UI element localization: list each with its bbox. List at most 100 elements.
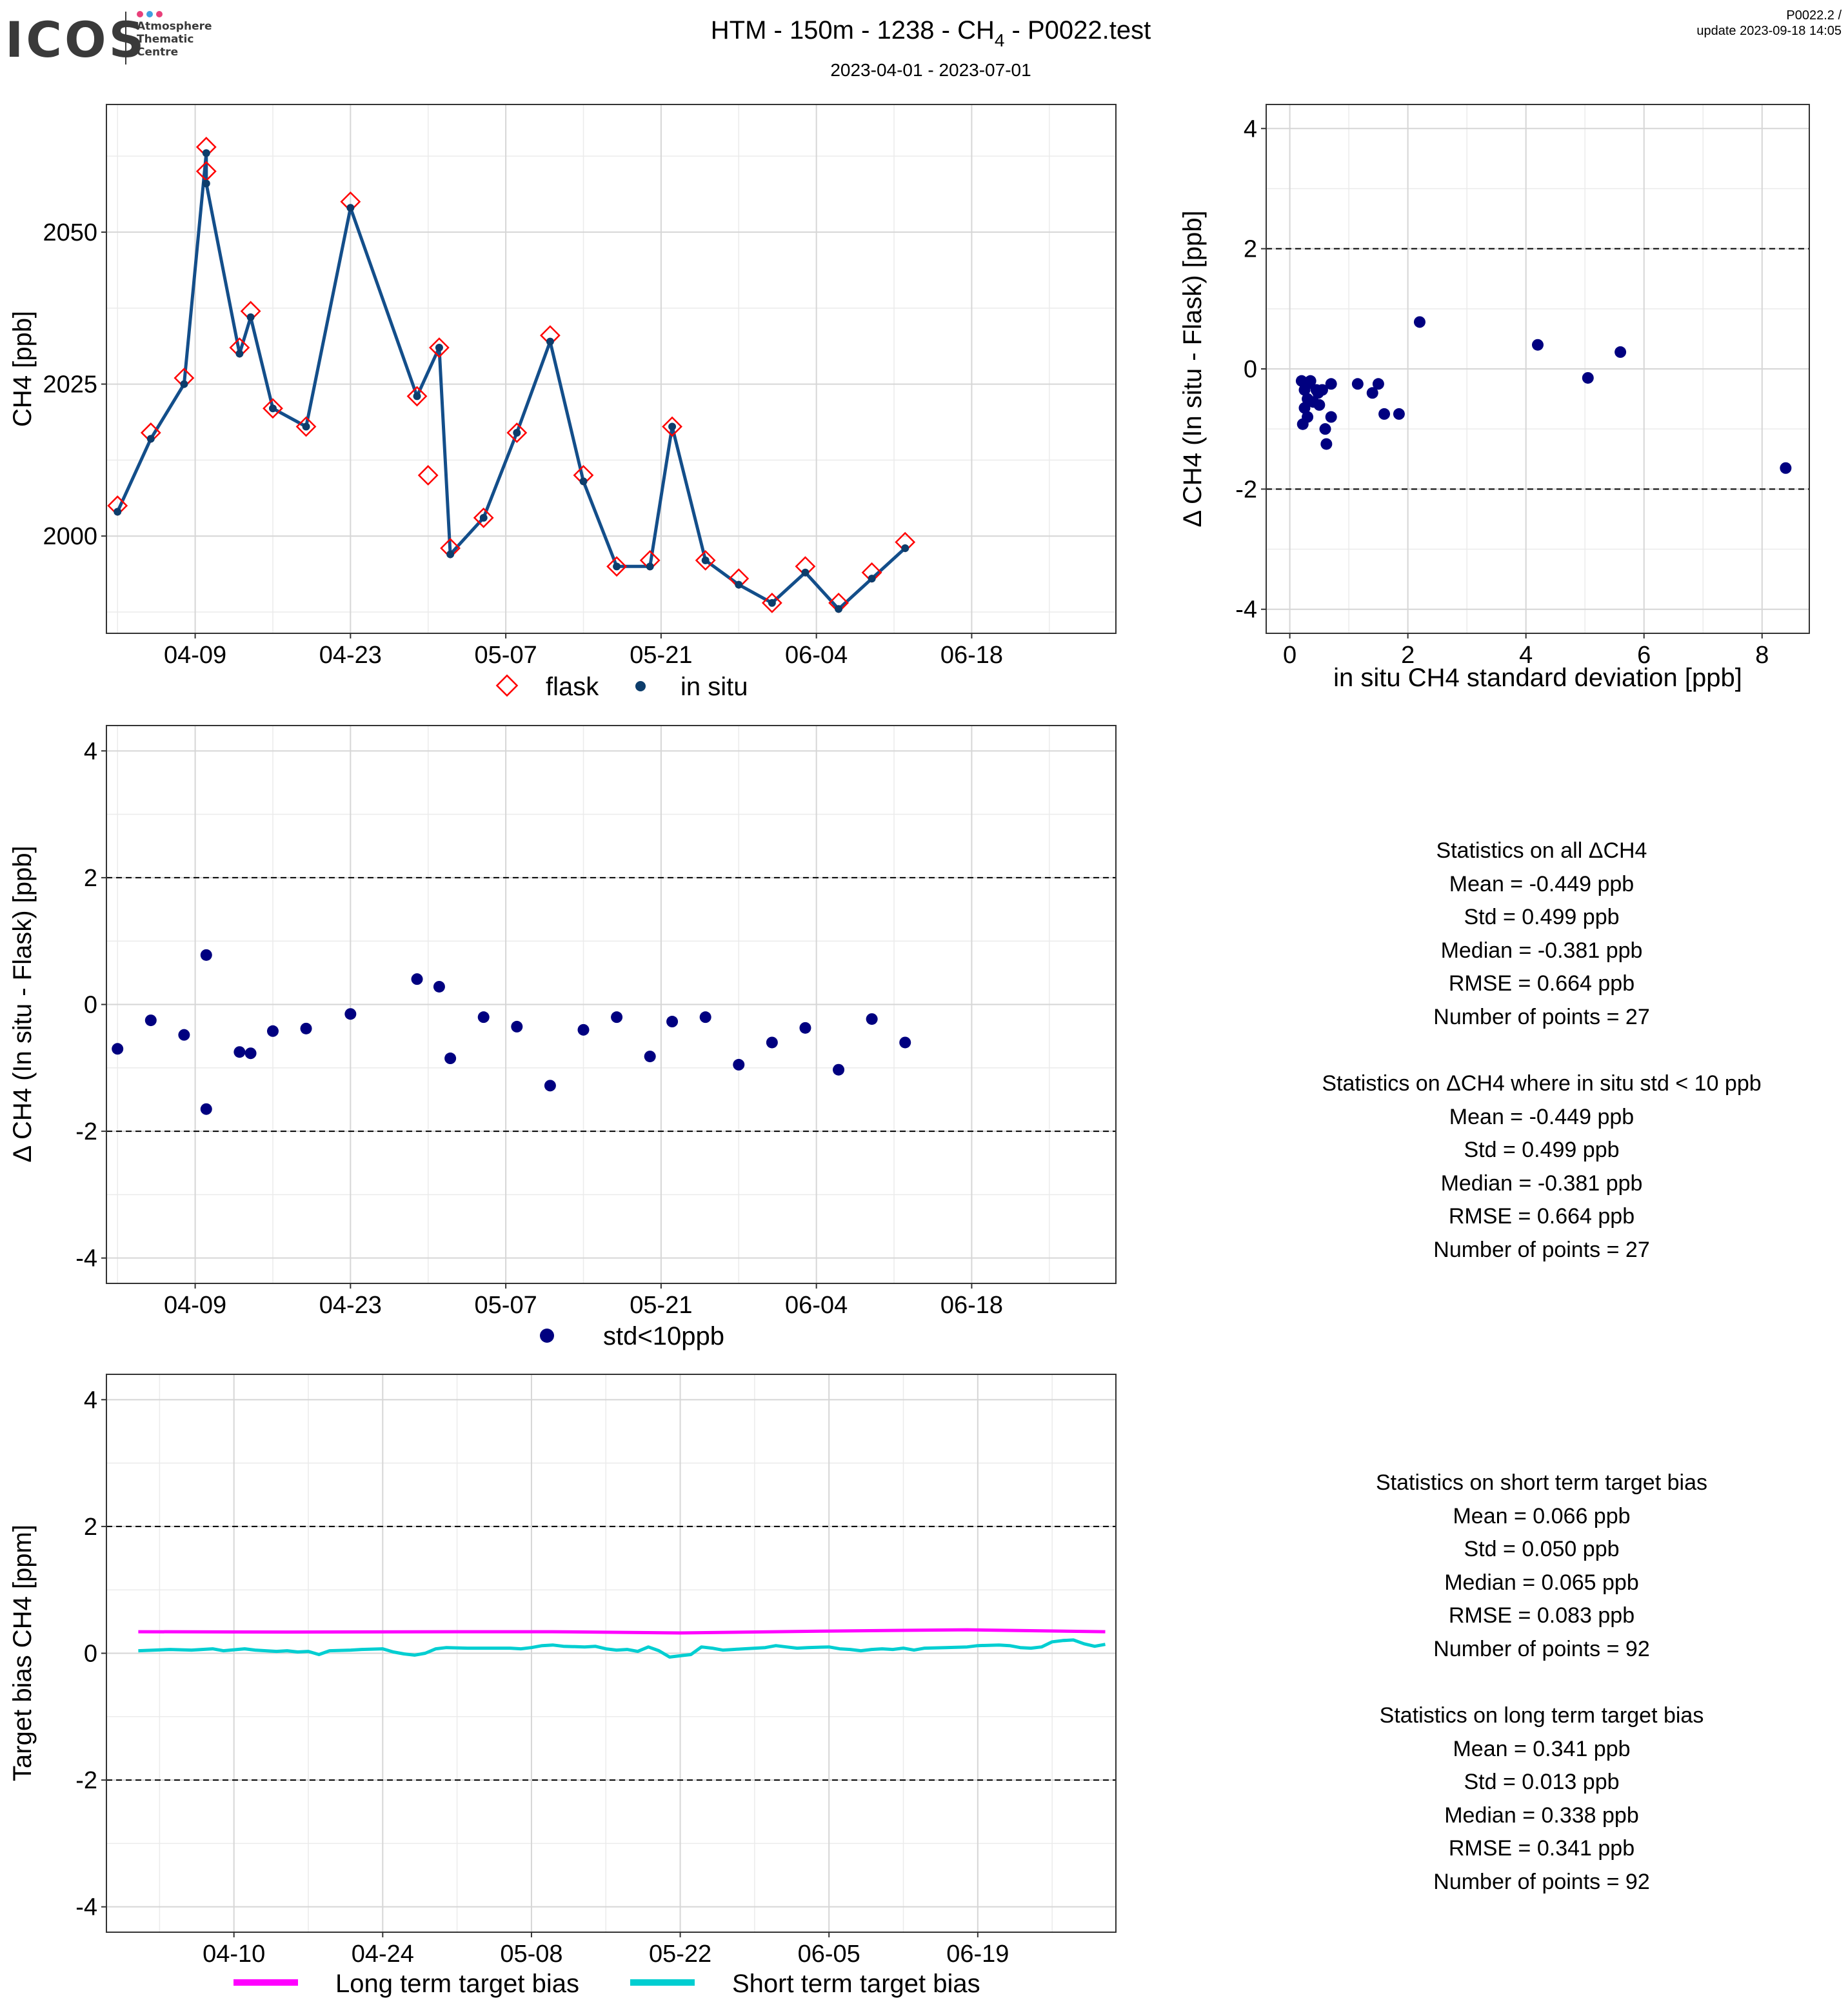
x-tick-label: 06-05 <box>798 1941 860 1968</box>
delta-point <box>200 1103 212 1115</box>
stats-median: Median = 0.338 ppb <box>1444 1803 1639 1828</box>
delta-point <box>144 1014 157 1027</box>
x-ticks: 04-09 04-23 05-07 05-21 06-04 06-18 <box>164 1283 1003 1319</box>
x-tick-label: 04-09 <box>164 642 226 669</box>
delta-point <box>544 1080 556 1092</box>
x-tick-label: 04-23 <box>319 642 382 669</box>
delta-point <box>666 1016 679 1028</box>
flask-point <box>695 549 716 571</box>
stats-std: Std = 0.499 ppb <box>1464 1138 1619 1162</box>
y-tick-label: -4 <box>75 1894 97 1921</box>
version-label: P0022.2 / <box>1786 8 1842 23</box>
delta-point <box>1313 399 1326 411</box>
delta-point <box>411 973 423 985</box>
stats-all: Statistics on all ΔCH4 Mean = -0.449 ppb… <box>1433 838 1649 1029</box>
y-tick-label: 4 <box>84 738 97 765</box>
stats-rmse: RMSE = 0.341 ppb <box>1449 1836 1634 1861</box>
x-tick-label: 05-08 <box>500 1941 562 1968</box>
insitu-point <box>235 350 244 358</box>
legend-flask-label: flask <box>546 673 599 701</box>
x-tick-label: 06-18 <box>940 642 1003 669</box>
stats-count: Number of points = 27 <box>1433 1005 1649 1029</box>
x-tick-label: 05-22 <box>649 1941 711 1968</box>
x-tick-label: 04-23 <box>319 1292 382 1319</box>
flask-point <box>606 556 627 577</box>
y-tick-label: 0 <box>84 1641 97 1668</box>
stats-rmse: RMSE = 0.664 ppb <box>1449 971 1634 996</box>
stats-heading: Statistics on short term target bias <box>1376 1470 1707 1495</box>
x-ticks: 04-10 04-24 05-08 05-22 06-05 06-19 <box>203 1932 1009 1968</box>
plot-border <box>106 104 1117 634</box>
delta-point <box>1372 378 1384 390</box>
y-tick-label: 2 <box>84 865 97 892</box>
y-axis-title: Target bias CH4 [ppm] <box>8 1525 37 1781</box>
insitu-point <box>646 562 654 571</box>
insitu-point <box>246 313 255 321</box>
delta-point <box>244 1047 257 1060</box>
delta-point <box>1312 387 1324 399</box>
delta-point <box>1351 378 1364 390</box>
stats-heading: Statistics on long term target bias <box>1380 1703 1704 1728</box>
legend-short-term-label: Short term target bias <box>732 1970 980 1998</box>
grid <box>106 726 1116 1283</box>
stats-heading: Statistics on all ΔCH4 <box>1436 838 1647 863</box>
flask-point <box>639 549 661 571</box>
x-tick-label: 04-24 <box>352 1941 414 1968</box>
delta-point <box>477 1011 490 1023</box>
flask-point <box>406 386 428 407</box>
logo-dot-blue <box>146 11 153 17</box>
insitu-point <box>546 337 554 346</box>
insitu-point <box>868 575 876 583</box>
insitu-point <box>202 149 210 157</box>
flask-point <box>263 398 283 419</box>
flask-point <box>340 191 361 212</box>
flask-point <box>728 568 750 589</box>
insitu-point <box>701 556 710 564</box>
stats-median: Median = -0.381 ppb <box>1441 938 1643 963</box>
delta-point <box>444 1053 457 1065</box>
y-tick-label: 0 <box>1244 356 1257 383</box>
ch4-timeseries-plot: 04-09 04-23 05-07 05-21 06-04 06-18 200020252… <box>8 104 1117 669</box>
stats-filtered: Statistics on ΔCH4 where in situ std < 1… <box>1322 1071 1761 1262</box>
delta-point <box>1320 438 1333 450</box>
stats-heading: Statistics on ΔCH4 where in situ std < 1… <box>1322 1071 1761 1096</box>
stats-median: Median = -0.381 ppb <box>1441 1171 1643 1196</box>
delta-point <box>1298 402 1311 414</box>
insitu-point <box>180 380 188 388</box>
insitu-point <box>302 422 310 431</box>
delta-point <box>699 1011 711 1023</box>
stats-count: Number of points = 92 <box>1433 1637 1649 1661</box>
flask-point <box>540 325 561 346</box>
insitu-point <box>801 568 810 577</box>
delta-point <box>1319 423 1331 435</box>
y-tick-label: 0 <box>84 992 97 1019</box>
insitu-point <box>114 508 122 516</box>
legend-flask-marker <box>495 674 519 697</box>
delta-point <box>1378 408 1391 420</box>
marks <box>107 137 916 613</box>
stats-count: Number of points = 92 <box>1433 1870 1649 1894</box>
delta-point <box>1582 371 1594 384</box>
x-tick-label: 4 <box>1519 642 1533 669</box>
target-bias-plot: 04-10 04-24 05-08 05-22 06-05 06-19 -4 -2 0 2 4 T… <box>8 1374 1117 1968</box>
insitu-point <box>579 477 588 486</box>
insitu-point <box>413 392 421 400</box>
delta-point <box>644 1051 656 1063</box>
flask-point <box>295 416 317 437</box>
delta-point <box>1366 387 1378 399</box>
legend-std-label: std<10ppb <box>603 1322 724 1350</box>
x-ticks: 0 2 4 6 8 <box>1283 633 1769 669</box>
logo-wordmark: ICOS <box>5 11 146 68</box>
delta-point <box>266 1025 279 1037</box>
delta-point <box>178 1029 190 1041</box>
insitu-point <box>435 344 443 352</box>
delta-point <box>1393 408 1405 420</box>
legend-std-marker <box>540 1329 554 1343</box>
x-tick-label: 05-21 <box>630 642 692 669</box>
insitu-point <box>901 544 909 553</box>
x-tick-label: 05-07 <box>475 642 537 669</box>
stats-count: Number of points = 27 <box>1433 1238 1649 1262</box>
y-tick-label: -2 <box>75 1118 97 1145</box>
y-tick-label: 2 <box>1244 236 1257 263</box>
